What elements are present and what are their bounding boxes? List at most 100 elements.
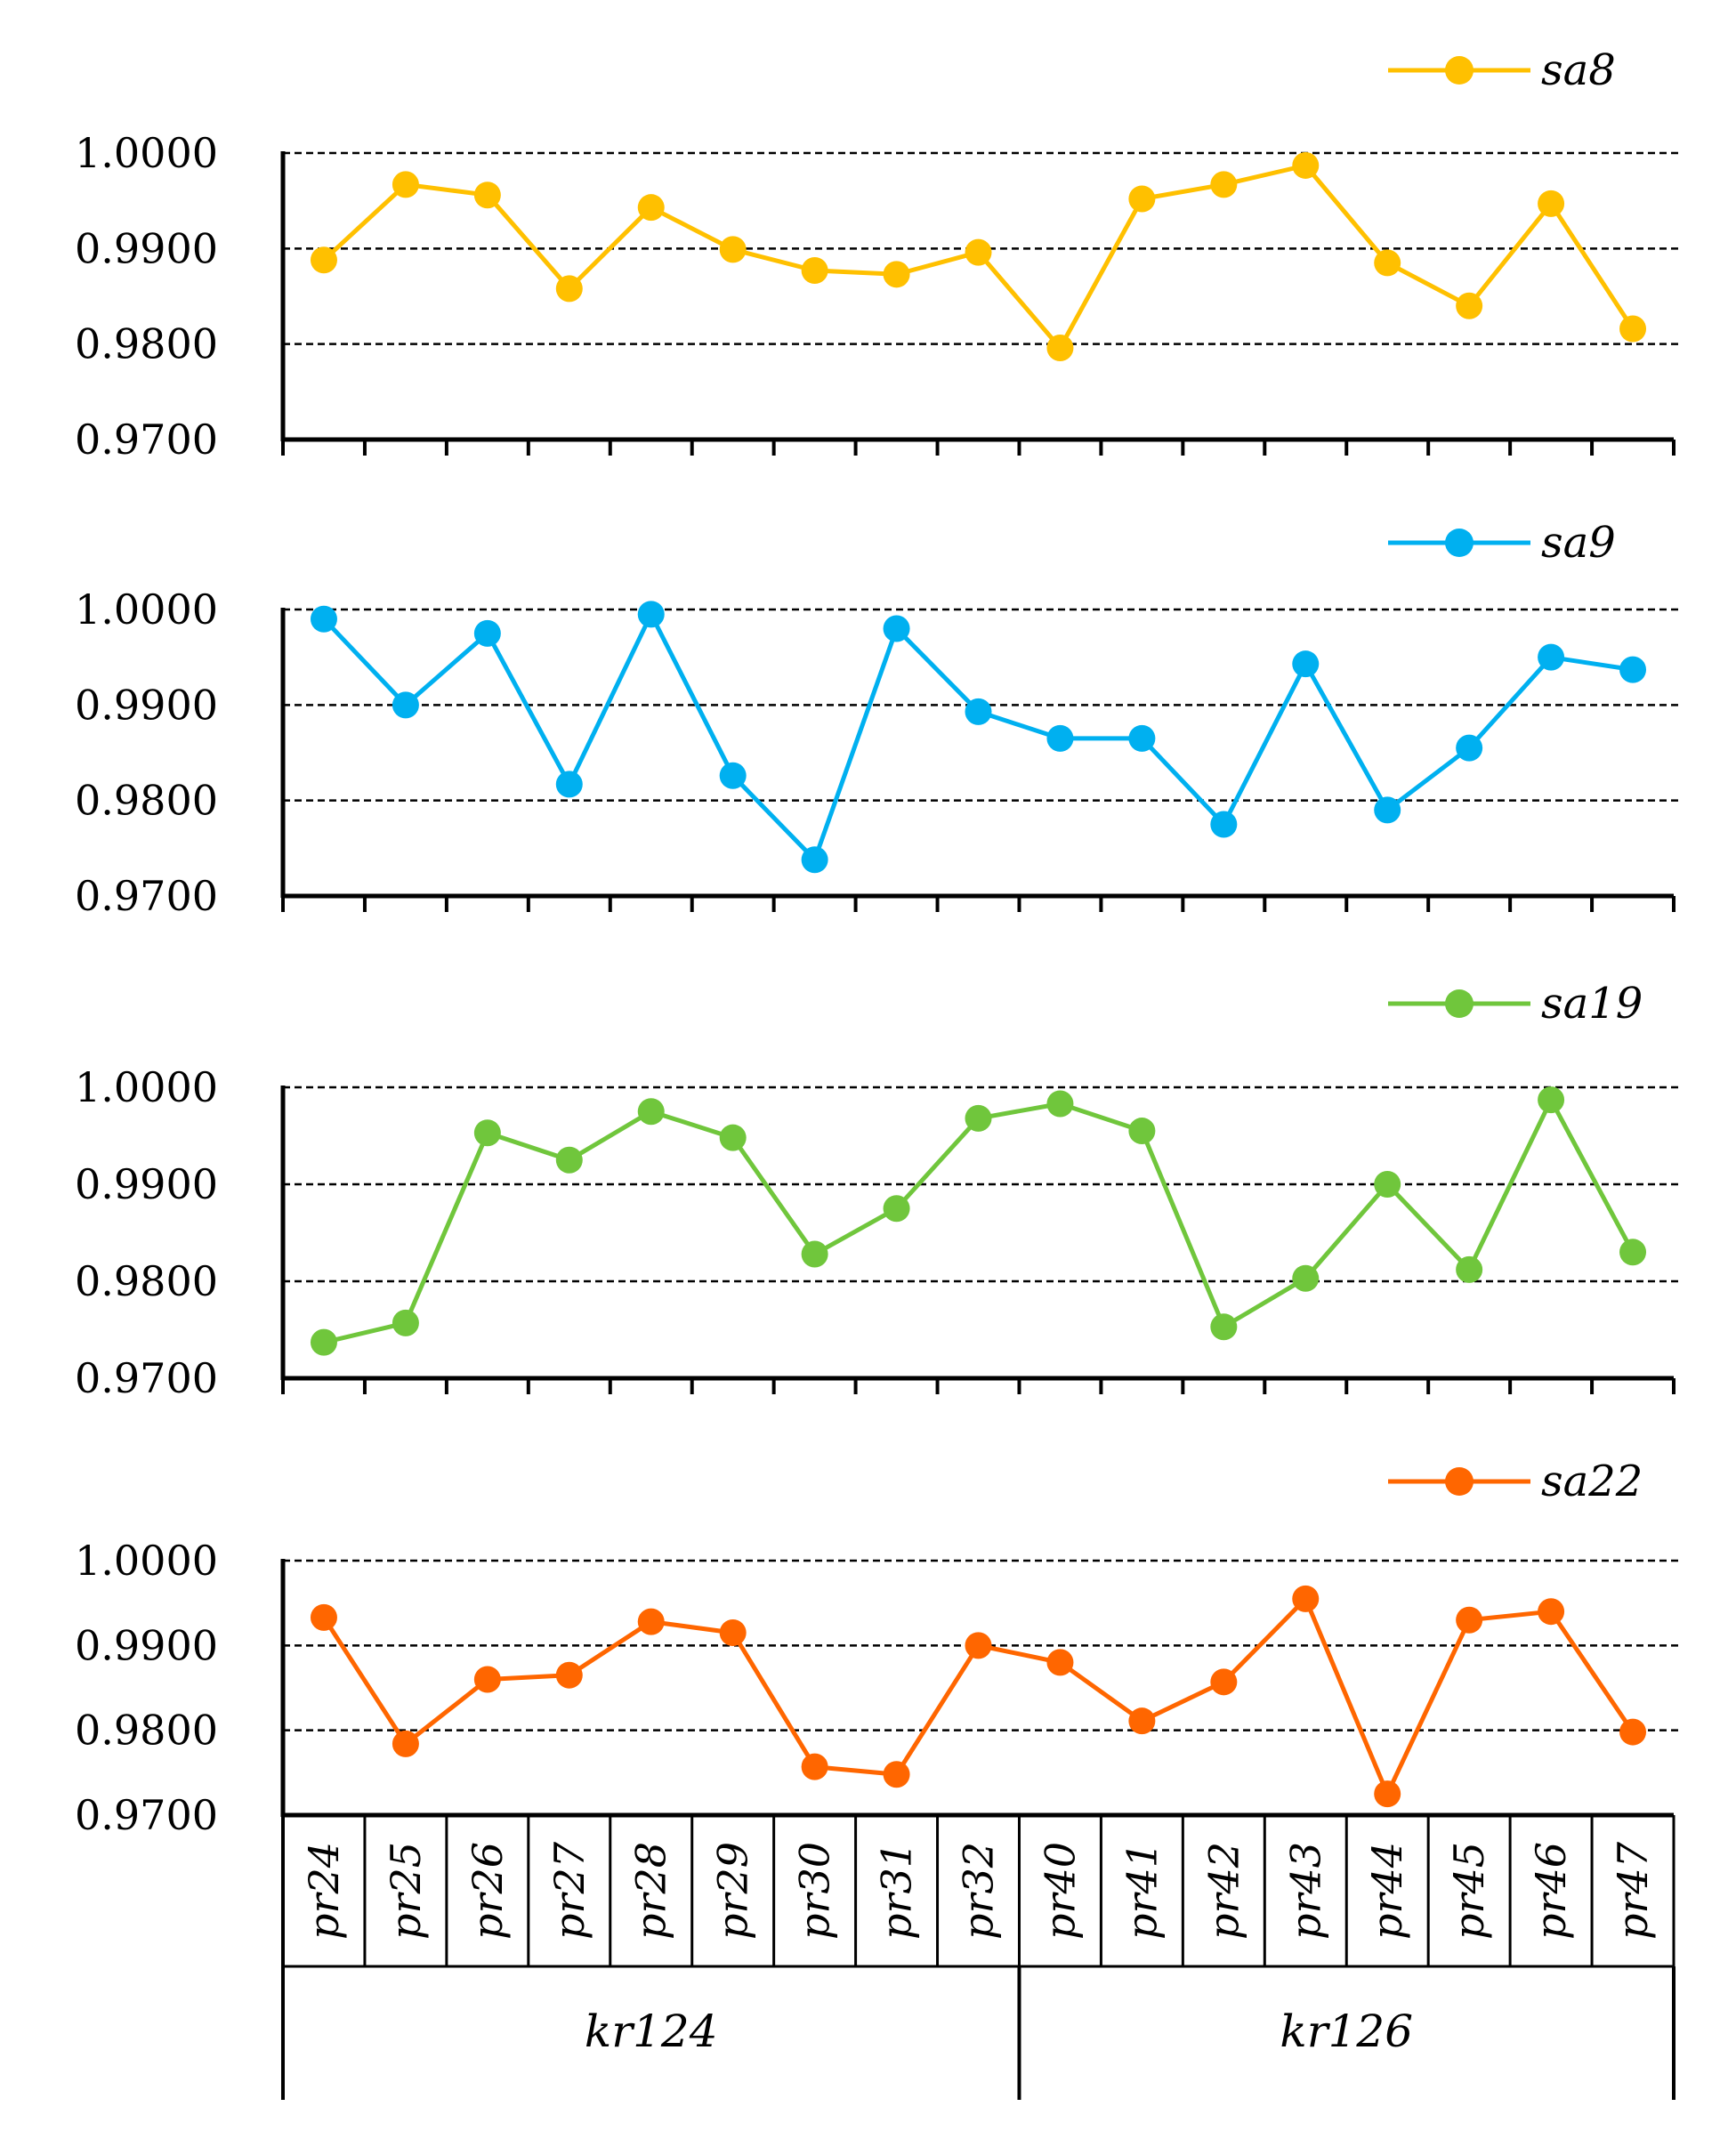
data-point xyxy=(883,1761,910,1788)
category-label: pr28 xyxy=(627,1842,675,1940)
legend-label: sa8 xyxy=(1541,45,1616,95)
category-label: pr24 xyxy=(300,1842,348,1940)
category-label: pr47 xyxy=(1609,1841,1657,1940)
data-point xyxy=(637,1098,665,1126)
data-point xyxy=(1046,724,1074,752)
panel-sa8: 1.0000 0.9900 0.9800 0.9700 sa8 xyxy=(75,45,1683,464)
data-point xyxy=(1456,1255,1483,1283)
data-point xyxy=(1619,1239,1647,1266)
y-tick-label: 0.9800 xyxy=(75,777,218,825)
data-point xyxy=(392,1730,419,1757)
data-point xyxy=(719,236,747,263)
data-point xyxy=(1046,334,1074,361)
series-line-sa19 xyxy=(323,1097,1635,1345)
data-point xyxy=(1456,1606,1483,1634)
category-label: pr31 xyxy=(873,1842,921,1940)
category-label: pr42 xyxy=(1199,1842,1247,1940)
data-point xyxy=(1619,315,1647,343)
panel-sa22: 1.0000 0.9900 0.9800 0.9700 sa22 xyxy=(75,1457,1683,1839)
category-label: pr46 xyxy=(1527,1842,1575,1940)
category-label: pr27 xyxy=(545,1841,593,1940)
y-tick-label: 0.9900 xyxy=(75,681,218,729)
data-point xyxy=(1046,1649,1074,1676)
data-point xyxy=(801,1753,828,1780)
data-point xyxy=(555,1661,583,1689)
data-point xyxy=(310,246,337,274)
data-point xyxy=(1619,656,1647,683)
data-point xyxy=(965,238,992,266)
series-line-sa22 xyxy=(321,1596,1635,1796)
data-point xyxy=(1210,171,1238,198)
data-point xyxy=(1210,1313,1238,1341)
group-label: kr124 xyxy=(585,2006,718,2057)
data-point xyxy=(1292,650,1320,678)
data-point xyxy=(1210,1668,1238,1696)
data-point xyxy=(1538,643,1565,671)
data-point xyxy=(1128,185,1156,213)
legend-marker xyxy=(1445,529,1474,557)
data-point xyxy=(719,1619,747,1647)
data-point xyxy=(1374,1780,1401,1808)
data-point xyxy=(555,275,583,303)
legend-label: sa9 xyxy=(1541,518,1616,568)
data-point xyxy=(1538,1086,1565,1114)
data-point xyxy=(637,601,665,628)
data-point xyxy=(473,182,501,209)
y-tick-label: 1.0000 xyxy=(75,129,218,177)
data-point xyxy=(1456,734,1483,762)
category-label: pr26 xyxy=(464,1842,512,1940)
category-label: pr40 xyxy=(1036,1842,1084,1940)
data-point xyxy=(310,1328,337,1356)
y-tick-label: 0.9900 xyxy=(75,224,218,272)
data-point xyxy=(883,1195,910,1223)
y-tick-label: 0.9700 xyxy=(75,416,218,464)
data-point xyxy=(719,762,747,789)
data-point xyxy=(1374,249,1401,277)
data-point xyxy=(1456,292,1483,319)
data-point xyxy=(1292,1264,1320,1292)
data-point xyxy=(1210,811,1238,838)
panel-sa19: 1.0000 0.9900 0.9800 0.9700 sa19 xyxy=(75,979,1683,1402)
data-point xyxy=(392,1309,419,1336)
series-line-sa9 xyxy=(322,611,1634,862)
data-point xyxy=(801,1240,828,1268)
data-point xyxy=(883,261,910,288)
panel-sa9: 1.0000 0.9900 0.9800 0.9700 sa9 xyxy=(75,518,1683,920)
group-label: kr126 xyxy=(1280,2006,1413,2057)
data-point xyxy=(473,1119,501,1147)
legend-marker xyxy=(1445,56,1474,85)
data-point xyxy=(1619,1718,1647,1746)
y-tick-label: 1.0000 xyxy=(75,1537,218,1585)
category-label: pr43 xyxy=(1281,1842,1329,1940)
category-table: pr24 pr25 pr26 pr27 pr28 pr29 pr30 pr31 pr32 pr40… xyxy=(281,1812,1675,2100)
data-point xyxy=(801,257,828,285)
data-point xyxy=(555,1146,583,1174)
y-tick-label: 1.0000 xyxy=(75,1063,218,1111)
data-point xyxy=(555,771,583,798)
data-point xyxy=(637,1608,665,1635)
data-point xyxy=(392,691,419,719)
y-tick-label: 1.0000 xyxy=(75,585,218,634)
category-label: pr32 xyxy=(955,1842,1003,1940)
legend-marker xyxy=(1445,1467,1474,1496)
category-label: pr44 xyxy=(1363,1842,1411,1940)
data-point xyxy=(1538,1598,1565,1626)
category-label: pr25 xyxy=(382,1842,430,1940)
data-point xyxy=(310,605,337,633)
data-point xyxy=(1374,796,1401,824)
y-tick-label: 0.9700 xyxy=(75,1791,218,1839)
data-point xyxy=(1046,1090,1074,1118)
data-point xyxy=(1538,190,1565,217)
data-point xyxy=(1292,151,1320,179)
category-label: pr41 xyxy=(1118,1842,1166,1940)
data-point xyxy=(965,1632,992,1659)
data-point xyxy=(1128,1707,1156,1735)
y-tick-label: 0.9700 xyxy=(75,1354,218,1402)
data-point xyxy=(1292,1585,1320,1612)
y-tick-label: 0.9700 xyxy=(75,872,218,920)
data-point xyxy=(1128,1118,1156,1145)
data-point xyxy=(801,846,828,874)
legend-label: sa19 xyxy=(1541,979,1643,1029)
data-point xyxy=(883,615,910,642)
